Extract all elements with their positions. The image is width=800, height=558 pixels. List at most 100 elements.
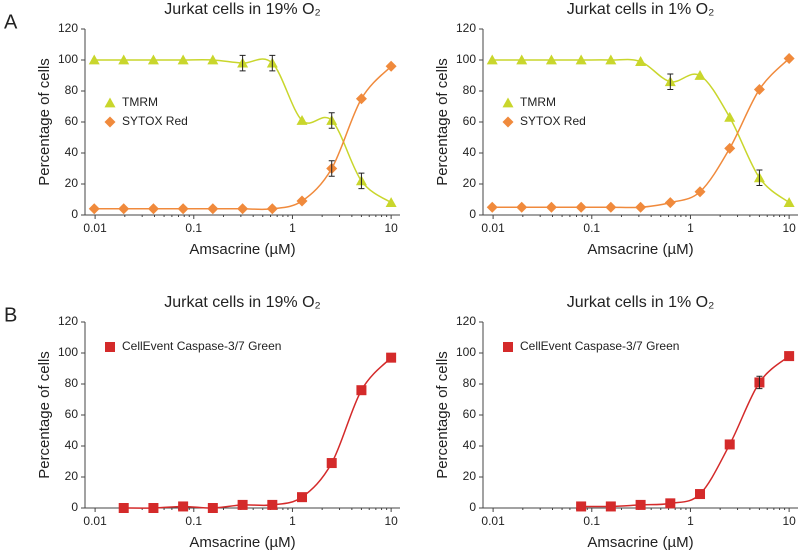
marker [545, 201, 557, 213]
chart-title: Jurkat cells in 19% O₂ [164, 1, 321, 18]
x-tick-label: 0.1 [583, 221, 600, 235]
panel-label: B [4, 304, 17, 326]
marker [724, 142, 736, 154]
marker [88, 203, 100, 215]
y-tick-label: 40 [463, 438, 477, 452]
x-tick-label: 0.1 [583, 514, 600, 528]
y-tick-label: 20 [65, 469, 79, 483]
marker [207, 54, 219, 65]
x-tick-label: 0.01 [83, 514, 107, 528]
marker [605, 201, 617, 213]
error-bar [328, 112, 335, 129]
marker [753, 83, 765, 95]
marker [296, 195, 308, 207]
x-tick-label: 10 [782, 514, 796, 528]
x-tick-label: 1 [289, 221, 296, 235]
y-tick-label: 60 [463, 114, 477, 128]
marker [665, 498, 676, 509]
marker [694, 186, 706, 198]
marker [545, 54, 557, 65]
y-tick-label: 80 [65, 376, 79, 390]
x-tick-label: 0.1 [185, 221, 202, 235]
marker [576, 501, 587, 512]
y-tick-label: 100 [58, 345, 78, 359]
marker [635, 56, 647, 66]
marker [118, 503, 129, 513]
y-tick-label: 80 [65, 83, 79, 97]
x-tick-label: 10 [384, 514, 398, 528]
y-tick-label: 100 [456, 345, 476, 359]
y-tick-label: 80 [463, 376, 477, 390]
y-tick-label: 20 [463, 176, 477, 190]
marker [237, 499, 248, 510]
line [94, 65, 392, 211]
y-tick-label: 60 [65, 407, 79, 421]
chart-title: Jurkat cells in 1% O₂ [567, 1, 715, 18]
x-tick-label: 1 [687, 514, 694, 528]
marker [386, 352, 397, 363]
x-axis-title: Amsacrine (µM) [189, 534, 295, 551]
y-axis-title: Percentage of cells [434, 58, 451, 186]
x-tick-label: 1 [289, 514, 296, 528]
legend-marker [104, 116, 116, 128]
y-tick-label: 80 [463, 83, 477, 97]
error-bar [358, 172, 365, 190]
y-tick-label: 100 [456, 52, 476, 66]
legend-label: SYTOX Red [520, 114, 586, 128]
x-axis-title: Amsacrine (µM) [189, 241, 295, 258]
legend-marker [502, 116, 514, 128]
y-tick-label: 40 [65, 145, 79, 159]
x-tick-label: 0.01 [481, 514, 505, 528]
marker [177, 54, 189, 65]
line [492, 58, 790, 204]
legend-marker [105, 342, 115, 352]
marker [297, 492, 308, 503]
marker [177, 203, 189, 215]
marker [664, 197, 676, 209]
marker [178, 501, 189, 512]
y-tick-label: 120 [58, 21, 78, 35]
error-bar [239, 54, 246, 72]
marker [516, 201, 528, 213]
legend-label: CellEvent Caspase-3/7 Green [122, 339, 281, 353]
marker [147, 54, 159, 65]
marker [783, 197, 795, 207]
error-bar [269, 54, 276, 72]
marker [207, 203, 219, 215]
marker [516, 54, 528, 65]
y-axis-title: Percentage of cells [36, 58, 53, 186]
y-tick-label: 0 [469, 500, 476, 514]
marker [635, 499, 646, 510]
legend-marker [104, 97, 116, 108]
legend-label: TMRM [122, 95, 158, 109]
marker [118, 54, 130, 65]
x-tick-label: 10 [782, 221, 796, 235]
y-tick-label: 0 [71, 500, 78, 514]
marker [385, 60, 397, 72]
y-tick-label: 60 [463, 407, 477, 421]
marker [575, 54, 587, 65]
y-tick-label: 120 [456, 21, 476, 35]
y-tick-label: 40 [65, 438, 79, 452]
y-axis-title: Percentage of cells [36, 351, 53, 479]
marker [326, 458, 337, 469]
marker [695, 489, 706, 500]
marker [784, 351, 795, 362]
line [123, 357, 392, 509]
x-axis-title: Amsacrine (µM) [587, 534, 693, 551]
marker [296, 114, 308, 125]
marker [605, 54, 617, 65]
y-tick-label: 20 [463, 469, 477, 483]
x-tick-label: 0.01 [83, 221, 107, 235]
x-tick-label: 10 [384, 221, 398, 235]
legend-marker [502, 97, 514, 108]
legend-label: TMRM [520, 95, 556, 109]
legend-label: SYTOX Red [122, 114, 188, 128]
error-bar [756, 169, 763, 187]
marker [118, 203, 130, 215]
marker [207, 503, 218, 513]
panel-label: A [4, 11, 18, 33]
marker [783, 52, 795, 64]
error-bar [756, 375, 763, 390]
marker [724, 439, 735, 450]
